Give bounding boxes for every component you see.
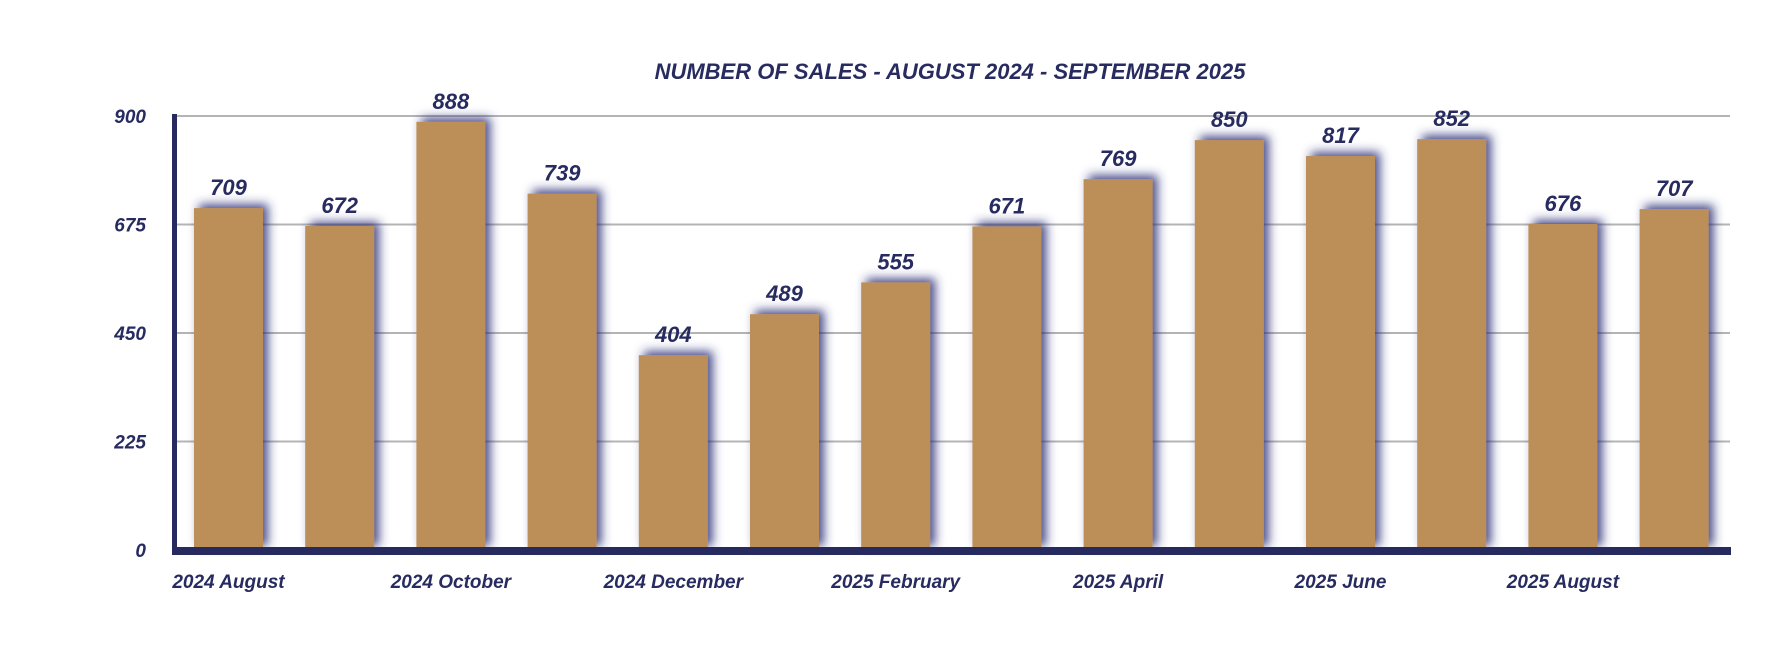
chart-title: NUMBER OF SALES - AUGUST 2024 - SEPTEMBE… (655, 59, 1247, 84)
y-tick-label: 450 (113, 324, 146, 345)
data-label: 404 (654, 322, 692, 347)
bar (527, 193, 597, 551)
bar (1639, 209, 1709, 550)
bar (1417, 139, 1487, 550)
y-tick-label: 225 (113, 433, 146, 454)
x-tick-label: 2025 June (1294, 572, 1387, 593)
data-label: 555 (877, 249, 914, 274)
data-label: 707 (1656, 176, 1694, 201)
bar (638, 355, 708, 550)
x-tick-label: 2024 August (171, 572, 285, 593)
data-label: 888 (433, 89, 470, 114)
bar (416, 121, 486, 550)
x-tick-label: 2025 February (830, 572, 961, 593)
data-label: 850 (1211, 107, 1248, 132)
bar (750, 314, 819, 550)
bar (1306, 156, 1375, 550)
bar (305, 225, 375, 551)
y-tick-label: 0 (135, 541, 146, 562)
data-label: 817 (1322, 123, 1360, 148)
data-label: 739 (544, 161, 581, 186)
bar (194, 208, 263, 551)
data-label: 852 (1433, 106, 1470, 131)
data-label: 676 (1545, 191, 1582, 216)
y-tick-label: 900 (114, 107, 146, 128)
y-tick-label: 675 (114, 216, 146, 237)
data-label: 671 (989, 193, 1026, 218)
x-axis-line (172, 547, 1731, 555)
x-tick-label: 2025 April (1072, 572, 1164, 593)
bar (972, 226, 1042, 550)
bar (1528, 224, 1598, 551)
data-label: 672 (321, 193, 358, 218)
data-label: 769 (1100, 146, 1137, 171)
x-tick-label: 2024 October (390, 572, 513, 593)
data-label: 489 (765, 281, 803, 306)
x-tick-label: 2024 December (603, 572, 745, 593)
x-tick-label: 2025 August (1506, 572, 1620, 593)
y-axis-line (172, 114, 177, 554)
bar (861, 282, 931, 550)
bar (1083, 179, 1153, 550)
bar (1194, 140, 1264, 550)
data-label: 709 (210, 175, 247, 200)
